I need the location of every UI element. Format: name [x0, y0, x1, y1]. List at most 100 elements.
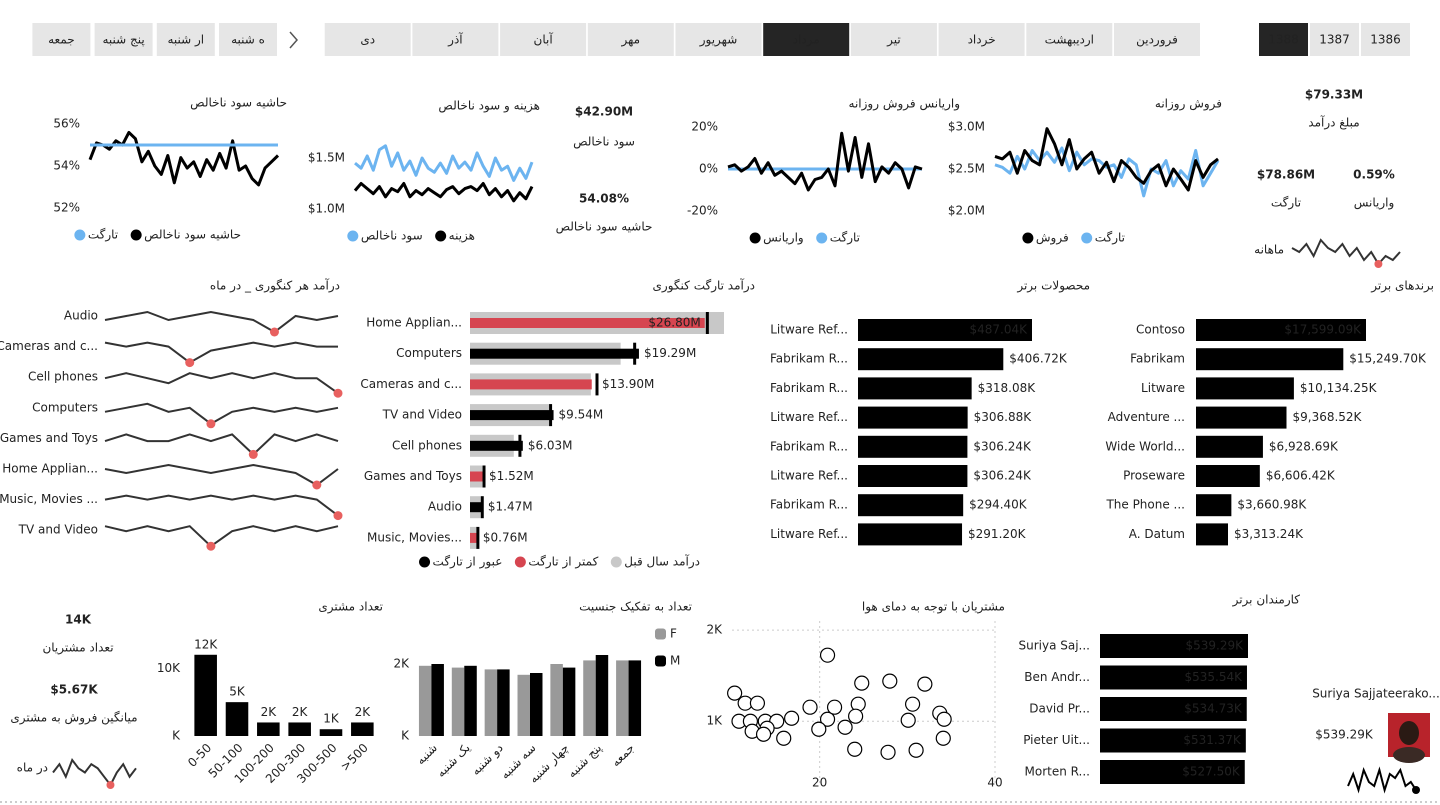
- bar: [858, 494, 964, 517]
- value-label: $9.54M: [559, 408, 604, 422]
- slicer-label[interactable]: پنج شنبه: [102, 33, 144, 47]
- slicer-button[interactable]: [500, 23, 587, 56]
- point: [847, 741, 863, 757]
- value-label: $26.80M: [648, 316, 700, 330]
- value-label: $6,606.42K: [1266, 469, 1336, 483]
- y-tick-label: $2.5M: [948, 162, 985, 176]
- slicer-button[interactable]: [938, 23, 1025, 56]
- value-label: $531.37K: [1183, 733, 1242, 747]
- sparkline: [104, 310, 339, 334]
- target-marker: [482, 465, 486, 488]
- slicer-label[interactable]: اردیبهشت: [1045, 33, 1094, 48]
- chart-title: تعداد مشتری: [318, 600, 383, 615]
- slicer-label[interactable]: مهر: [621, 33, 641, 48]
- bar: [583, 660, 596, 736]
- bar: [530, 673, 543, 736]
- slicer-button[interactable]: [1114, 23, 1200, 56]
- sparkline: [104, 341, 338, 364]
- category-label: Litware Ref...: [770, 527, 848, 541]
- employee-value: $539.29K: [1315, 728, 1374, 742]
- target-marker: [633, 342, 637, 365]
- category-label: Contoso: [1136, 323, 1185, 337]
- slicer-button[interactable]: [324, 23, 411, 56]
- value-bar: [470, 471, 484, 482]
- slicer-label[interactable]: فروردین: [1136, 33, 1178, 48]
- bar: [1100, 760, 1245, 784]
- bar: [858, 319, 1032, 341]
- slicer-button[interactable]: [1310, 23, 1359, 56]
- photo-body: [1393, 747, 1425, 763]
- slicer-button[interactable]: [94, 23, 153, 56]
- bar: [194, 654, 217, 736]
- slicer-button[interactable]: [156, 23, 215, 56]
- sparkline: [104, 402, 339, 425]
- y-tick-label: 54%: [53, 159, 80, 173]
- slicer-button[interactable]: [587, 23, 674, 56]
- x-tick-label: 20: [812, 776, 827, 790]
- slicer-label[interactable]: دی: [360, 33, 375, 47]
- slicer-label[interactable]: ار شنبه: [167, 33, 204, 48]
- chart-title: کارمندان برتر: [1232, 593, 1301, 608]
- category-label: Ben Andr...: [1024, 670, 1090, 684]
- kpi-label: مبلغ درآمد: [1308, 115, 1359, 131]
- slicer-button[interactable]: [412, 23, 499, 56]
- kpi-value: $5.67K: [50, 683, 98, 697]
- slicer-button[interactable]: [850, 23, 937, 56]
- slicer-button[interactable]: [1361, 23, 1410, 56]
- kpi-label: تارگت: [1271, 196, 1301, 211]
- legend-swatch: [655, 655, 666, 667]
- series-line: [727, 131, 923, 192]
- slicer-button[interactable]: [1259, 23, 1308, 56]
- legend-swatch: [749, 232, 761, 244]
- value-bar: [470, 348, 639, 359]
- slicer-chevron[interactable]: [289, 31, 298, 49]
- value-label: $9,368.52K: [1292, 410, 1362, 424]
- min-dot: [206, 541, 216, 551]
- slicer-button[interactable]: [675, 23, 762, 56]
- slicer-label[interactable]: مرداد: [793, 33, 820, 48]
- point: [819, 647, 836, 663]
- slicer-label[interactable]: ه شنبه: [231, 33, 265, 47]
- value-label: $13.90M: [602, 377, 654, 391]
- point: [819, 711, 836, 727]
- kpi-label: میانگین فروش به مشتری: [10, 711, 137, 726]
- value-label: 2K: [292, 705, 309, 719]
- bar: [484, 669, 498, 736]
- chart-title: هزینه و سود ناخالص: [438, 99, 540, 114]
- slicer-label[interactable]: 1387: [1319, 33, 1350, 47]
- slicer-label[interactable]: جمعه: [48, 33, 75, 47]
- slicer-label[interactable]: خرداد: [968, 33, 996, 48]
- y-tick-label: 0%: [699, 162, 718, 176]
- slicer-button[interactable]: [32, 23, 91, 56]
- value-label: $6.03M: [528, 438, 573, 452]
- slicer-button[interactable]: [1026, 23, 1113, 56]
- category-label: Music, Movies ...: [0, 492, 98, 506]
- category-label: Fabrikam R...: [770, 381, 848, 395]
- slicer-label[interactable]: 1388: [1268, 33, 1299, 47]
- y-tick-label: $1.5M: [308, 151, 345, 165]
- y-tick-label: 1K: [706, 714, 723, 728]
- sparkline-dot: [1374, 260, 1383, 268]
- category-label: Adventure ...: [1108, 410, 1185, 424]
- chart-title: محصولات برتر: [1016, 279, 1090, 294]
- legend-swatch: [419, 556, 431, 568]
- slicer-label[interactable]: آذر: [447, 32, 463, 48]
- point: [837, 719, 853, 735]
- slicer-button[interactable]: [219, 23, 277, 56]
- value-label: $406.72K: [1009, 352, 1068, 366]
- slicer-label[interactable]: شهریور: [699, 33, 738, 48]
- slicer-label[interactable]: 1386: [1370, 33, 1401, 47]
- slicer-button[interactable]: [763, 23, 850, 56]
- slicer-label[interactable]: تیر: [886, 33, 901, 48]
- point: [882, 673, 898, 689]
- category-label: Litware Ref...: [770, 469, 848, 483]
- sparkline: [104, 494, 339, 517]
- legend-swatch: [816, 232, 828, 244]
- slicer-label[interactable]: آبان: [534, 32, 554, 47]
- chart-title: تعداد به تفکیک جنسیت: [579, 600, 692, 614]
- bar: [1100, 728, 1246, 753]
- category-label: A. Datum: [1129, 527, 1185, 541]
- value-label: $306.24K: [973, 469, 1032, 483]
- min-dot: [312, 480, 322, 490]
- value-label: $534.73K: [1184, 702, 1243, 716]
